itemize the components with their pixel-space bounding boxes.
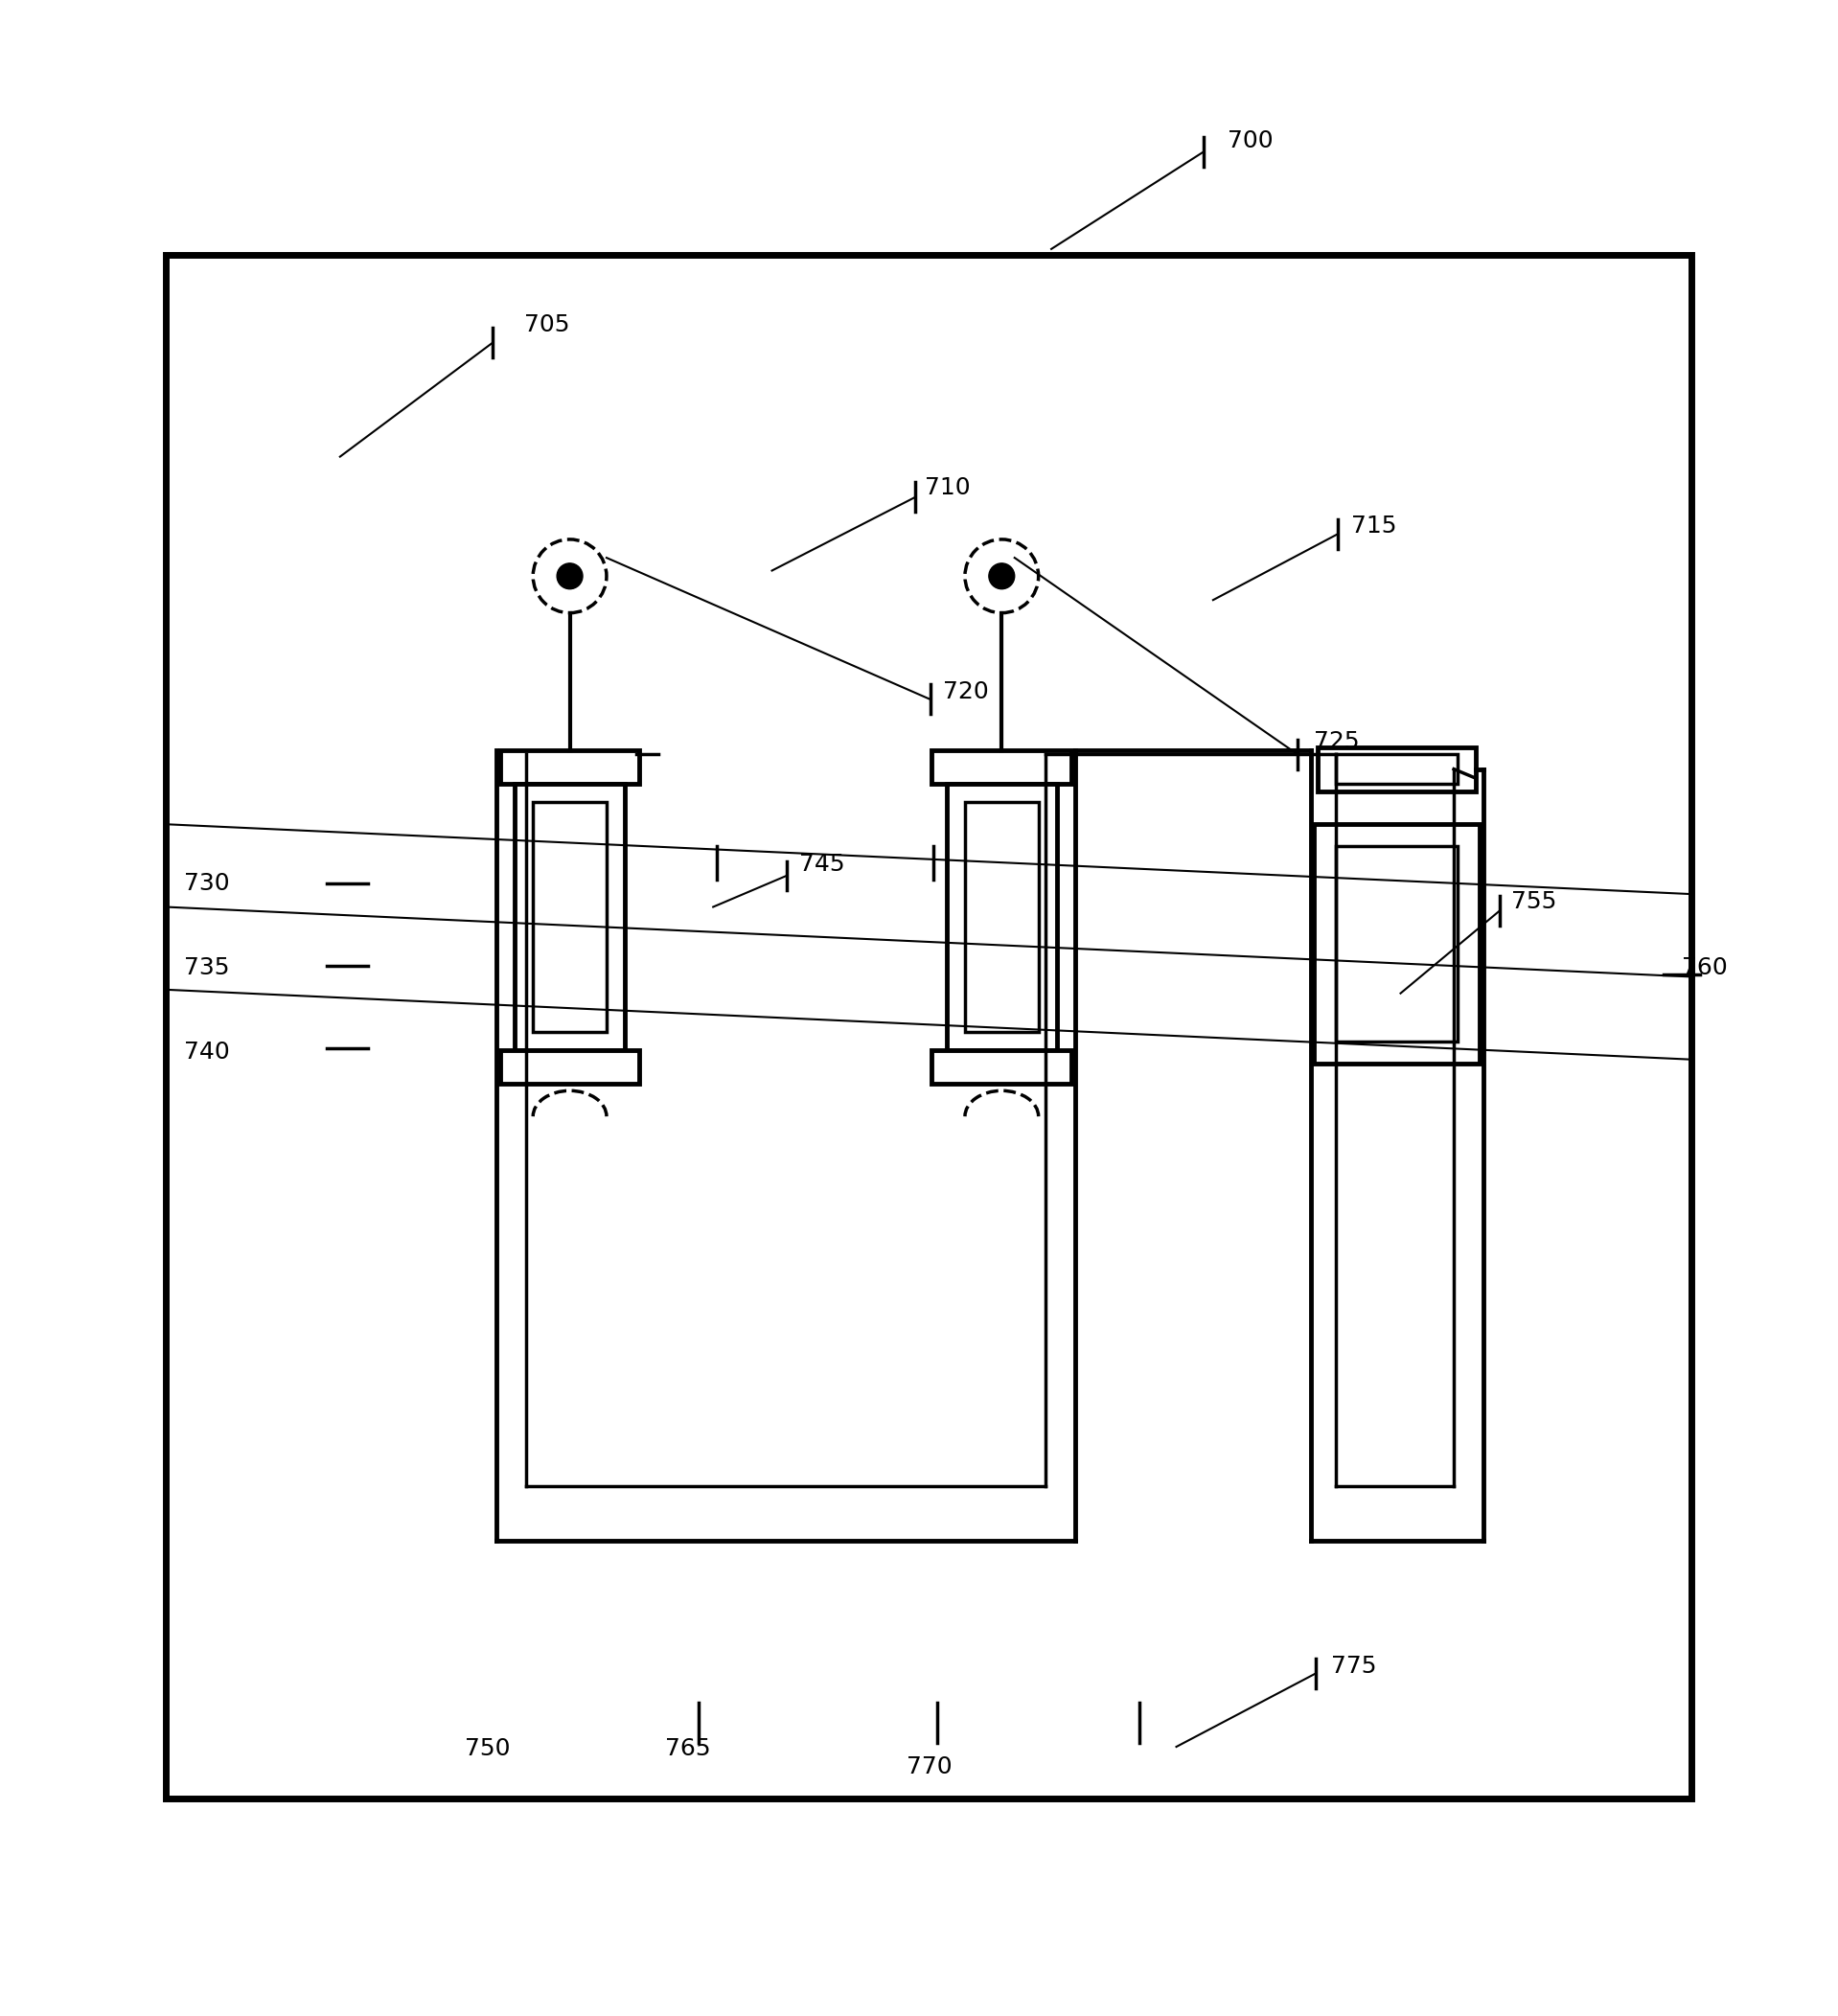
Text: 705: 705 [524,312,570,337]
Text: 735: 735 [184,956,230,980]
Text: 725: 725 [1314,730,1360,754]
Bar [165,254,1691,1798]
Bar [1336,847,1458,1040]
Text: 770: 770 [906,1756,952,1778]
Text: 750: 750 [465,1738,511,1760]
Text: 730: 730 [184,871,230,895]
Text: 710: 710 [925,476,970,500]
Bar [500,1050,640,1083]
Text: 700: 700 [1228,129,1274,151]
Text: 715: 715 [1351,514,1397,538]
Bar [500,750,640,784]
Bar [533,802,607,1032]
Bar [932,750,1072,784]
Bar [947,784,1057,1050]
Bar [515,784,625,1050]
Circle shape [989,562,1015,589]
Bar [965,802,1038,1032]
Bar [932,1050,1072,1083]
Circle shape [557,562,583,589]
Text: 740: 740 [184,1040,230,1064]
Text: 775: 775 [1331,1655,1377,1677]
Text: 760: 760 [1682,956,1728,980]
Bar [1318,748,1476,790]
Bar [1336,754,1458,784]
Text: 755: 755 [1511,889,1557,913]
Bar [1314,825,1480,1062]
Text: 745: 745 [800,853,845,877]
Text: 765: 765 [665,1738,711,1760]
Text: 720: 720 [943,681,989,704]
